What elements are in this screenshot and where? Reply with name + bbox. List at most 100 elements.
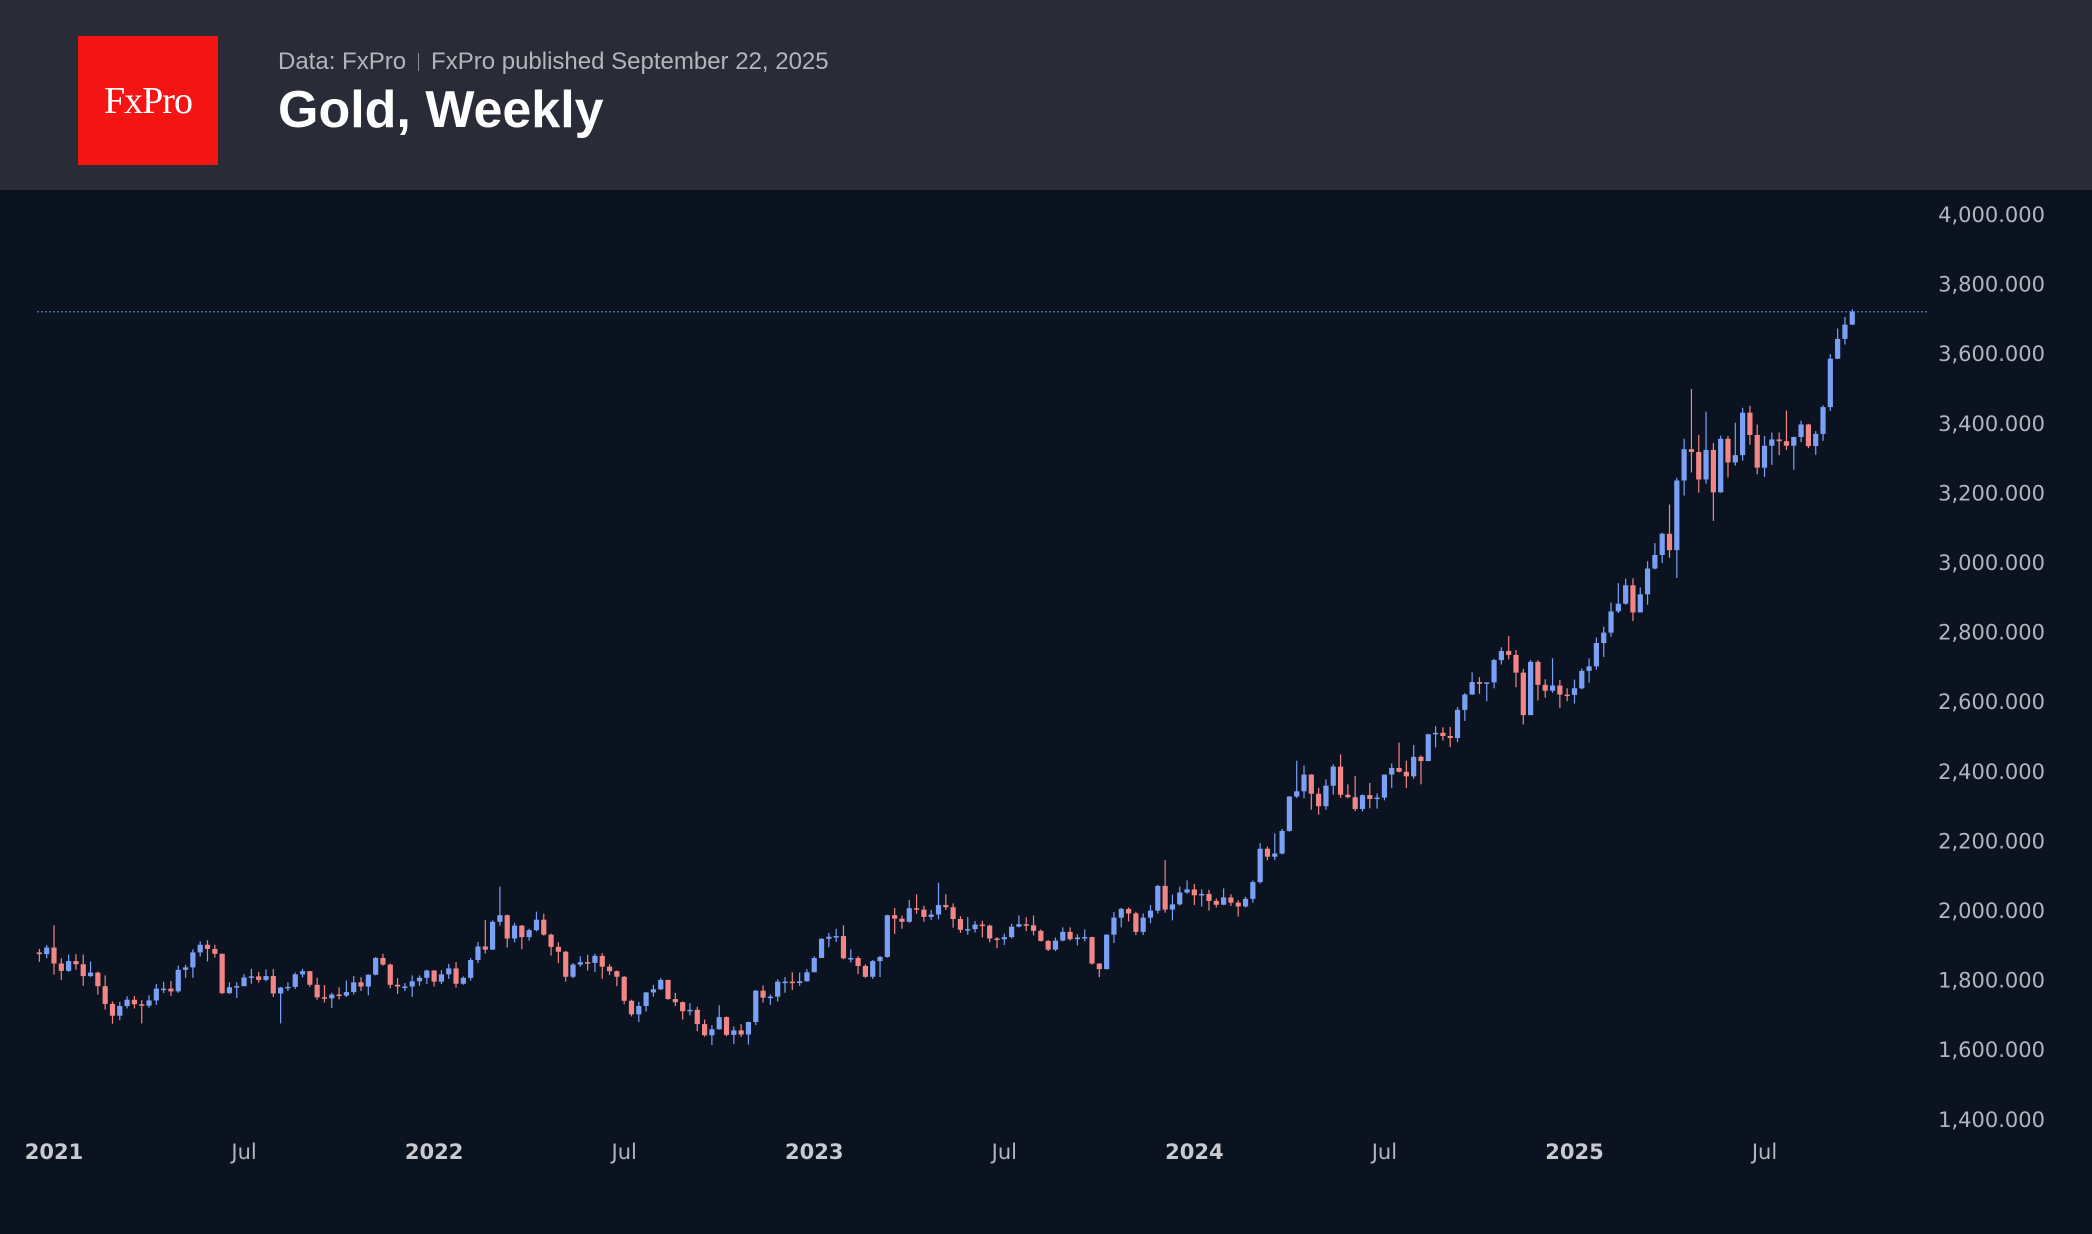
candle-body xyxy=(862,965,869,977)
candle-body xyxy=(1045,940,1051,950)
x-tick-label: 2021 xyxy=(25,1140,83,1164)
candle-body xyxy=(716,1017,722,1030)
candle-up xyxy=(460,976,466,985)
candle-body xyxy=(1476,682,1483,684)
candle-up xyxy=(570,963,576,979)
candle-up xyxy=(716,1005,722,1030)
candle-body xyxy=(321,997,328,999)
candle-body xyxy=(1703,449,1709,480)
candle-down xyxy=(314,977,320,1000)
candle-down xyxy=(139,1000,145,1024)
candle-up xyxy=(1528,660,1534,716)
candle-down xyxy=(1264,846,1271,861)
candle-down xyxy=(168,980,174,996)
candle-body xyxy=(577,962,583,965)
candle-body xyxy=(1791,437,1797,446)
candle-down xyxy=(892,907,898,934)
candle-down xyxy=(1805,423,1811,449)
candle-body xyxy=(1498,651,1504,661)
candle-body xyxy=(1835,338,1841,359)
candle-body xyxy=(1849,311,1855,325)
candle-body xyxy=(643,992,649,1007)
candle-body xyxy=(124,999,130,1007)
candle-down xyxy=(1754,424,1760,475)
candle-body xyxy=(1001,937,1007,940)
candle-body xyxy=(1096,963,1102,970)
candle-down xyxy=(913,894,920,914)
candle-down xyxy=(1206,889,1212,911)
candle-body xyxy=(1177,892,1183,905)
candle-body xyxy=(117,1006,123,1016)
candle-body xyxy=(292,974,298,987)
logo-text: FxPro xyxy=(104,79,193,122)
candle-down xyxy=(665,979,671,1000)
candle-body xyxy=(161,988,167,991)
candle-up xyxy=(935,882,942,920)
candle-down xyxy=(1396,742,1402,773)
candle-up xyxy=(643,992,649,1012)
candle-down xyxy=(321,985,328,1003)
candle-body xyxy=(1381,774,1388,798)
candle-down xyxy=(1403,760,1409,789)
candle-down xyxy=(1067,927,1073,941)
candle-body xyxy=(1286,796,1292,831)
candle-up xyxy=(1813,431,1819,455)
candle-up xyxy=(818,938,825,958)
candle-down xyxy=(1316,787,1322,815)
candle-down xyxy=(957,916,964,933)
candle-body xyxy=(1250,882,1256,899)
candle-body xyxy=(1637,594,1643,613)
candle-body xyxy=(1403,771,1409,777)
candle-body xyxy=(66,961,72,971)
candle-body xyxy=(1769,439,1775,446)
candle-down xyxy=(1520,668,1526,725)
candle-down xyxy=(899,915,905,929)
candle-body xyxy=(1747,412,1753,435)
candle-body xyxy=(599,955,605,967)
candle-body xyxy=(848,957,854,960)
candle-up xyxy=(1769,432,1775,465)
candle-body xyxy=(570,964,576,977)
candle-up xyxy=(1593,637,1600,670)
candle-up xyxy=(1623,578,1629,605)
candle-body xyxy=(606,966,613,972)
candle-down xyxy=(109,1001,116,1024)
candle-body xyxy=(519,925,525,938)
candle-up xyxy=(1323,779,1329,810)
candle-body xyxy=(416,977,423,982)
candle-up xyxy=(1147,905,1154,924)
candle-up xyxy=(416,975,423,986)
candle-up xyxy=(1579,668,1585,690)
candle-up xyxy=(833,928,839,942)
candle-body xyxy=(1418,756,1424,762)
candle-up xyxy=(1549,658,1556,693)
candle-up xyxy=(592,953,598,972)
candle-body xyxy=(1257,848,1263,883)
candle-up xyxy=(1294,760,1300,798)
candle-body xyxy=(1535,661,1541,685)
candle-up xyxy=(197,941,203,957)
candle-up xyxy=(234,982,240,998)
candle-up xyxy=(1257,843,1263,884)
candle-up xyxy=(446,963,452,979)
candle-down xyxy=(840,925,847,960)
y-tick-label: 3,400.000 xyxy=(1938,412,2045,436)
candle-down xyxy=(1030,915,1037,936)
candle-down xyxy=(994,937,1000,949)
candle-body xyxy=(1235,902,1241,907)
candle-body xyxy=(1374,797,1380,800)
y-axis: 4,000.000 3,800.000 3,600.000 3,400.000 3,20… xyxy=(1938,203,2045,1132)
candle-up xyxy=(1155,884,1161,914)
candle-body xyxy=(278,987,284,994)
candle-down xyxy=(204,940,211,962)
candle-up xyxy=(329,992,335,1009)
candle-up xyxy=(299,968,306,978)
candle-up xyxy=(1221,888,1227,906)
candle-up xyxy=(965,916,971,935)
candle-body xyxy=(797,981,803,984)
candle-up xyxy=(161,981,167,994)
published-date: FxPro published September 22, 2025 xyxy=(431,48,829,75)
candle-body xyxy=(804,972,810,982)
candle-body xyxy=(1089,937,1095,964)
candle-up xyxy=(1330,764,1336,795)
